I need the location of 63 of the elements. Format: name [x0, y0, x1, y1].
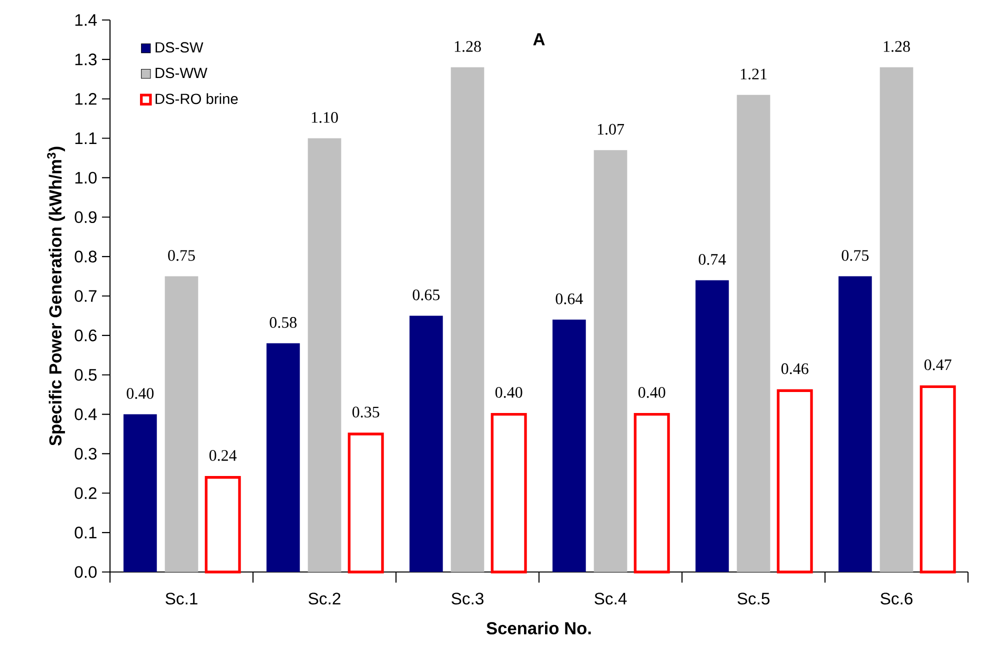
bar	[920, 385, 956, 574]
x-tick-label: Sc.2	[308, 592, 340, 605]
data-label: 1.07	[598, 124, 624, 135]
bar	[348, 432, 384, 574]
bar	[594, 150, 628, 572]
bar	[776, 389, 813, 574]
bar	[308, 138, 342, 572]
bar	[204, 476, 241, 574]
text: A	[533, 33, 545, 46]
data-label: 0.40	[638, 386, 666, 398]
data-label: 0.58	[270, 317, 297, 328]
x-tick-label: Sc.5	[738, 592, 770, 605]
bar	[490, 412, 527, 574]
data-label: 0.75	[842, 250, 869, 261]
data-label: 0.75	[168, 250, 195, 261]
data-label: 1.10	[312, 112, 338, 123]
data-label: 0.40	[126, 388, 154, 399]
bar	[552, 320, 586, 572]
bar	[266, 343, 300, 572]
y-tick-label: 0.6	[74, 330, 97, 342]
data-label: 1.28	[884, 41, 910, 52]
bar	[880, 67, 914, 572]
y-tick-label: 1.0	[75, 172, 97, 184]
data-label: 0.64	[556, 293, 583, 304]
bar	[410, 316, 443, 572]
y-tick-label: 1.4	[75, 14, 97, 26]
bar	[124, 414, 157, 572]
data-label: 0.40	[495, 386, 522, 398]
y-tick-label: 0.8	[74, 250, 97, 262]
y-tick-label: 0.9	[74, 211, 97, 224]
x-tick-label: Sc.3	[452, 592, 484, 605]
x-tick-label: Sc.1	[166, 592, 198, 605]
y-tick-label: 0.0	[74, 566, 97, 578]
bar	[838, 276, 872, 572]
x-axis-title: Scenario No.	[486, 622, 591, 634]
y-tick-label: 0.2	[74, 487, 96, 500]
data-label: 0.46	[781, 363, 808, 374]
y-tick-label: 0.5	[74, 368, 97, 381]
y-tick-label: 1.1	[75, 132, 96, 144]
bar	[634, 412, 670, 574]
bar	[164, 276, 198, 572]
y-tick-label: 0.4	[74, 408, 97, 420]
data-label: 0.65	[412, 289, 440, 300]
x-tick-label: Sc.4	[594, 592, 627, 605]
data-label: 0.47	[924, 359, 952, 370]
y-tick-label: 1.2	[75, 93, 96, 105]
bar	[696, 280, 729, 572]
data-label: 1.28	[454, 41, 481, 52]
bar	[450, 67, 484, 572]
legend-label: DS-WW	[156, 68, 208, 78]
y-tick-label: 0.3	[74, 448, 97, 460]
legend-label: DS-RO brine	[156, 93, 238, 104]
y-axis-title: Specific Power Generation (kWh/m$^{3}$)	[47, 146, 65, 446]
data-label: 0.74	[698, 254, 726, 265]
y-tick-label: 0.1	[74, 526, 96, 538]
x-tick-label: Sc.6	[880, 592, 912, 605]
bar	[736, 94, 770, 572]
data-label: 1.21	[740, 68, 767, 80]
y-tick-label: 0.7	[74, 290, 96, 302]
data-label: 0.35	[352, 406, 380, 418]
y-tick-label: 1.3	[75, 54, 97, 66]
legend-label: DS-SW	[156, 42, 204, 53]
data-label: 0.24	[209, 450, 237, 461]
